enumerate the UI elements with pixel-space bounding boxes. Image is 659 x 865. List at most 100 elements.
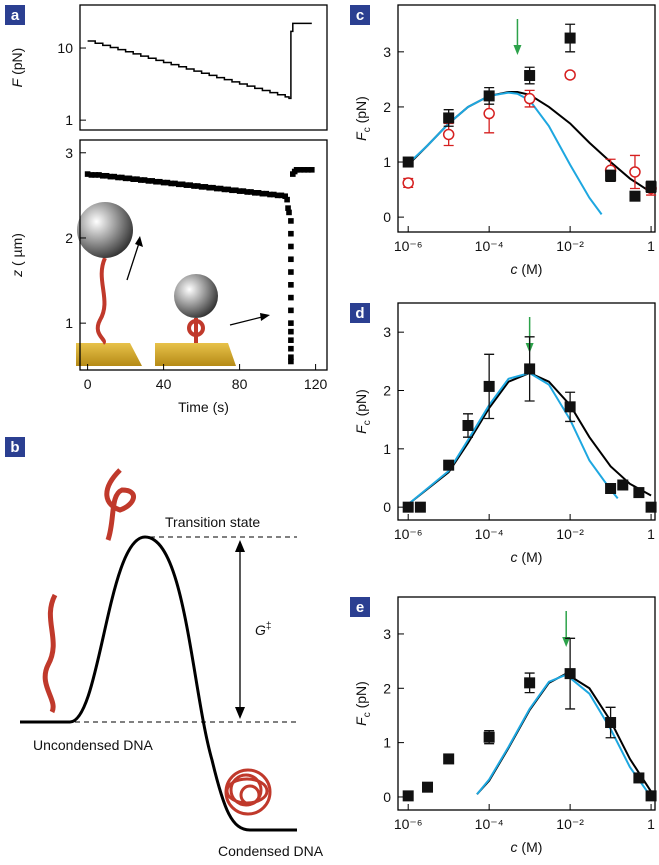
- label-symbol: z: [9, 270, 25, 278]
- data-point: [288, 359, 294, 365]
- data-point: [288, 231, 294, 237]
- x-tick-label: 1: [647, 526, 655, 542]
- uncondensed-dna: [45, 595, 55, 712]
- data-point: [415, 502, 426, 513]
- data-point: [605, 483, 616, 494]
- x-tick-label: 1: [647, 238, 655, 254]
- condensed-label: Condensed DNA: [218, 843, 324, 859]
- panel-label: c: [356, 7, 364, 24]
- data-point: [422, 782, 433, 793]
- data-point: [288, 244, 294, 250]
- panel-label: e: [356, 599, 364, 616]
- arrow-head: [513, 45, 521, 55]
- axis-label: c (M): [511, 839, 543, 855]
- data-line: [408, 93, 601, 215]
- barrier-symbol: G: [255, 622, 266, 638]
- data-point: [605, 170, 616, 181]
- axis-label: Fc (pN): [353, 681, 373, 726]
- y-tick-label: 3: [383, 626, 391, 642]
- axis-label: c (M): [511, 261, 543, 277]
- label-unit: (pN): [353, 681, 369, 712]
- x-tick-label: 10⁻⁴: [475, 238, 504, 254]
- axis-label: F (pN): [9, 48, 25, 88]
- label-symbol: c: [511, 261, 518, 277]
- panel-label: b: [10, 439, 19, 456]
- data-point: [484, 90, 495, 101]
- data-point: [646, 790, 657, 801]
- x-tick-label: 120: [304, 376, 328, 392]
- data-point: [462, 420, 473, 431]
- y-tick-label: 1: [383, 154, 391, 170]
- uncondensed-label: Uncondensed DNA: [33, 737, 154, 753]
- plot-frame: [398, 597, 655, 810]
- data-point: [605, 717, 616, 728]
- barrier-label: G‡: [255, 621, 271, 638]
- data-line: [408, 373, 618, 504]
- y-tick-label: 10: [57, 40, 73, 56]
- transition-dna: [107, 470, 134, 540]
- label-symbol: c: [511, 839, 518, 855]
- y-tick-label: 2: [65, 230, 73, 246]
- axis-label: z ( µm): [9, 233, 25, 278]
- data-point: [565, 668, 576, 679]
- x-tick-label: 10⁻⁶: [394, 526, 423, 542]
- data-line: [477, 675, 651, 797]
- plot-frame: [398, 5, 655, 232]
- data-point: [525, 94, 535, 104]
- figure: b G‡ Transition state Uncondensed DNA Co…: [0, 0, 659, 860]
- y-tick-label: 0: [383, 789, 391, 805]
- y-tick-label: 1: [65, 112, 73, 128]
- data-line: [88, 23, 312, 98]
- panel-label: a: [11, 7, 20, 24]
- axis-label: Fc (pN): [353, 389, 373, 434]
- transition-label: Transition state: [165, 514, 260, 530]
- axis-label: Fc (pN): [353, 96, 373, 141]
- data-point: [288, 295, 294, 301]
- x-tick-label: 1: [647, 816, 655, 832]
- data-point: [288, 320, 294, 326]
- energy-diagram: b G‡ Transition state Uncondensed DNA Co…: [5, 437, 324, 859]
- label-unit: (M): [518, 839, 543, 855]
- y-tick-label: 0: [383, 499, 391, 515]
- x-tick-label: 80: [232, 376, 248, 392]
- data-point: [443, 460, 454, 471]
- condensed-dna: [226, 770, 270, 814]
- data-point: [286, 210, 292, 216]
- data-line: [477, 674, 651, 795]
- data-point: [288, 256, 294, 262]
- data-point: [633, 772, 644, 783]
- label-unit: (pN): [9, 48, 25, 79]
- label-unit: (M): [518, 549, 543, 565]
- barrier-superscript: ‡: [266, 621, 272, 632]
- data-point: [524, 70, 535, 81]
- data-point: [309, 167, 315, 173]
- data-point: [443, 112, 454, 123]
- data-point: [444, 129, 454, 139]
- x-tick-label: 10⁻⁴: [475, 816, 504, 832]
- x-tick-label: 0: [84, 376, 92, 392]
- label-unit: (pN): [353, 96, 369, 127]
- data-point: [403, 790, 414, 801]
- x-tick-label: 10⁻²: [556, 238, 584, 254]
- y-tick-label: 2: [383, 680, 391, 696]
- y-tick-label: 3: [65, 145, 73, 161]
- x-tick-label: 10⁻⁶: [394, 238, 423, 254]
- data-point: [284, 197, 290, 203]
- label-unit: (M): [518, 261, 543, 277]
- x-tick-label: 40: [156, 376, 172, 392]
- x-tick-label: 10⁻⁴: [475, 526, 504, 542]
- annotation-arrow: [513, 19, 521, 55]
- data-point: [630, 167, 640, 177]
- data-point: [617, 480, 628, 491]
- data-point: [288, 337, 294, 343]
- data-point: [443, 753, 454, 764]
- data-point: [484, 109, 494, 119]
- data-point: [288, 346, 294, 352]
- label-symbol: c: [511, 549, 518, 565]
- annotation-arrow: [562, 611, 570, 647]
- data-point: [288, 282, 294, 288]
- y-tick-label: 1: [383, 735, 391, 751]
- data-point: [565, 33, 576, 44]
- data-point: [288, 329, 294, 335]
- data-point: [633, 487, 644, 498]
